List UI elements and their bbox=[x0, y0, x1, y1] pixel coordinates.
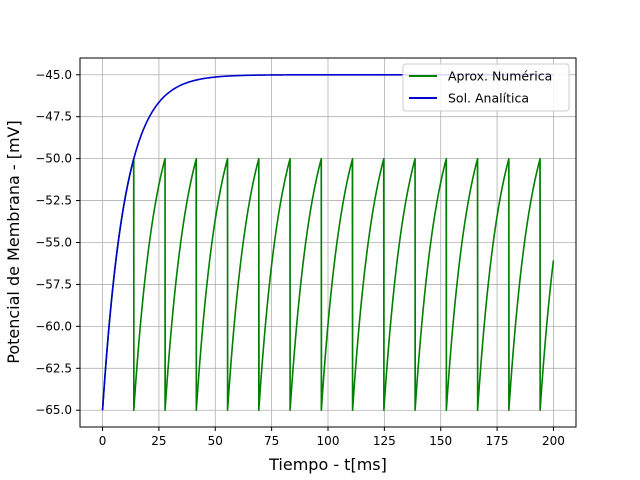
x-tick-label: 100 bbox=[317, 434, 340, 448]
series-line-numerica bbox=[101, 157, 555, 412]
legend-box bbox=[402, 63, 570, 112]
legend-label-analitica: Sol. Analítica bbox=[448, 91, 529, 106]
y-tick-label: −57.5 bbox=[35, 277, 72, 291]
x-axis-label: Tiempo - t[ms] bbox=[268, 455, 387, 474]
x-tick-label: 75 bbox=[264, 434, 279, 448]
x-tick-label: 175 bbox=[486, 434, 509, 448]
y-tick-label: −55.0 bbox=[35, 236, 72, 250]
legend-label-numerica: Aprox. Numérica bbox=[448, 69, 552, 84]
y-tick-label: −65.0 bbox=[35, 403, 72, 417]
x-tick-label: 50 bbox=[208, 434, 223, 448]
y-tick-label: −60.0 bbox=[35, 319, 72, 333]
x-tick-label: 25 bbox=[151, 434, 166, 448]
y-tick-label: −45.0 bbox=[35, 68, 72, 82]
x-tick-label: 200 bbox=[542, 434, 565, 448]
y-tick-label: −50.0 bbox=[35, 152, 72, 166]
y-tick-label: −52.5 bbox=[35, 194, 72, 208]
x-tick-label: 125 bbox=[373, 434, 396, 448]
y-tick-label: −47.5 bbox=[35, 110, 72, 124]
x-tick-label: 0 bbox=[99, 434, 107, 448]
y-axis-label: Potencial de Membrana - [mV] bbox=[4, 120, 23, 363]
legend: Aprox. Numérica Sol. Analítica bbox=[402, 63, 570, 112]
x-tick-label: 150 bbox=[429, 434, 452, 448]
x-axis: 0 25 50 75 100 125 150 175 200 bbox=[99, 427, 565, 448]
y-axis: −65.0 −62.5 −60.0 −57.5 −55.0 −52.5 −50.0 −47.5… bbox=[35, 68, 80, 417]
y-tick-label: −62.5 bbox=[35, 361, 72, 375]
